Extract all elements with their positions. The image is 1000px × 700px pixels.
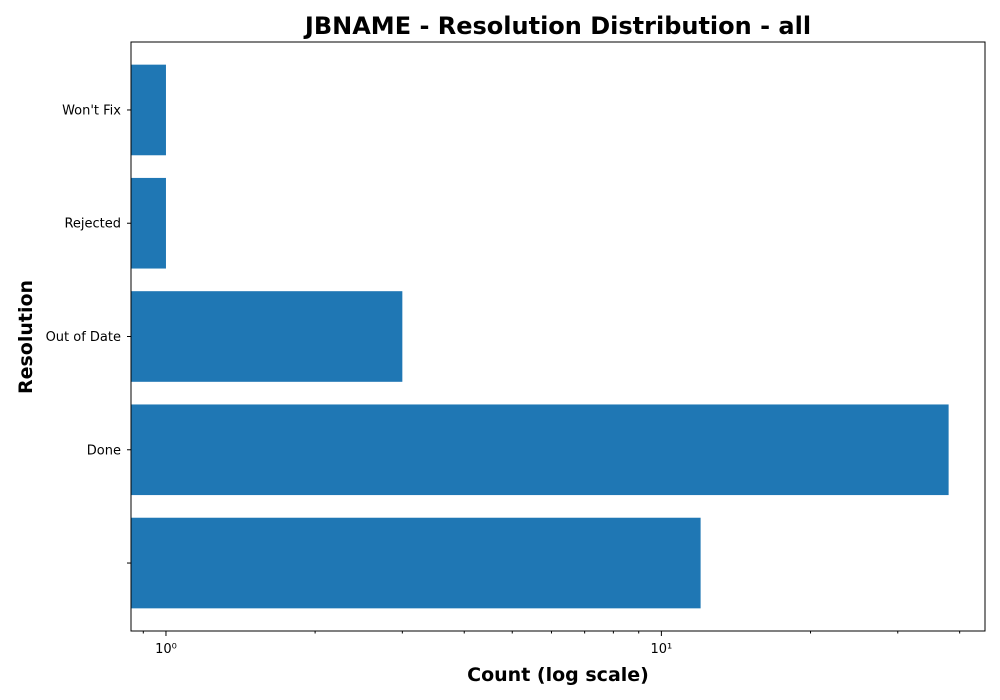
bar [131, 291, 403, 382]
x-tick-label: 10¹ [651, 642, 673, 657]
bar [131, 517, 701, 609]
y-tick-label: Done [87, 443, 121, 458]
y-axis-label: Resolution [15, 280, 37, 394]
x-axis-ticks: 10⁰ 10¹ [142, 631, 961, 657]
bars-group [131, 64, 949, 609]
bar [131, 404, 949, 496]
y-axis-ticks: Done Out of Date Rejected Won't Fix [46, 103, 131, 564]
y-tick-label: Won't Fix [62, 103, 121, 118]
x-axis-label: Count (log scale) [467, 664, 649, 686]
x-tick-label: 10⁰ [155, 642, 177, 657]
plot-frame [130, 41, 986, 632]
bar [131, 177, 166, 269]
y-tick-label: Out of Date [46, 330, 121, 345]
y-tick-label: Rejected [64, 217, 121, 232]
bar [131, 64, 166, 156]
chart-title: JBNAME - Resolution Distribution - all [303, 12, 811, 40]
